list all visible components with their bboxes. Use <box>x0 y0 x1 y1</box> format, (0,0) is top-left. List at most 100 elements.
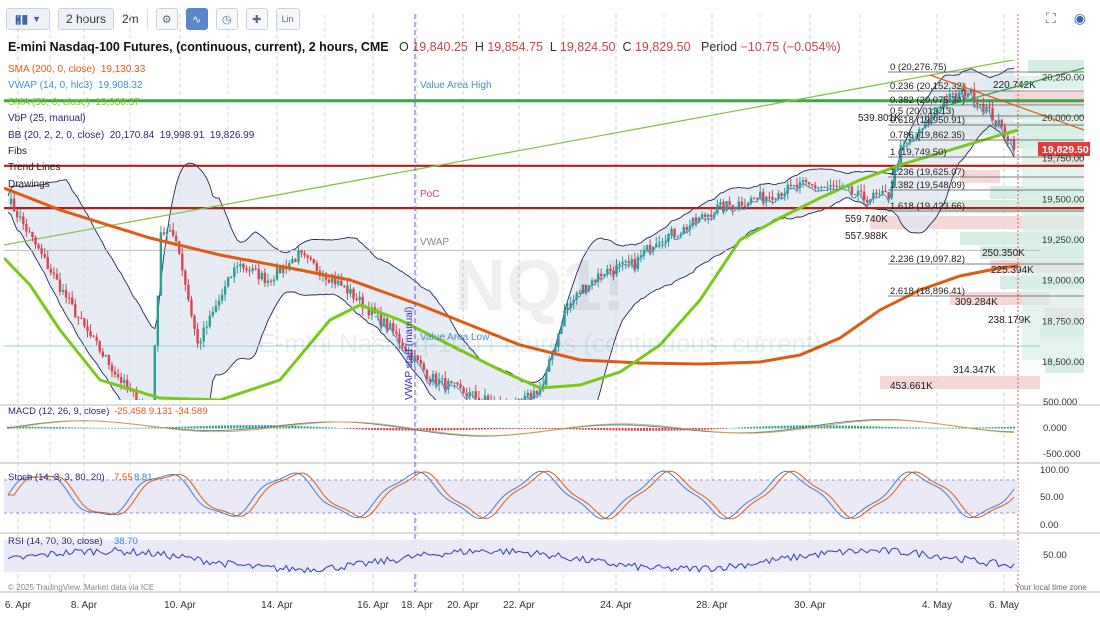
candle-body <box>762 191 765 202</box>
macd-histogram-bar <box>853 425 856 429</box>
legend-item[interactable]: SMA (200, 0, close) 19,130.33 <box>8 62 254 78</box>
legend-item-value: 20,170.84 19,998.91 19,826.99 <box>104 129 255 141</box>
candle-body <box>398 333 401 343</box>
macd-histogram-bar <box>404 428 407 431</box>
legend-item[interactable]: Drawings <box>8 177 254 193</box>
macd-histogram-bar <box>948 427 951 429</box>
candle-body <box>260 272 263 280</box>
macd-histogram-bar <box>86 427 89 429</box>
macd-histogram-bar <box>193 426 196 429</box>
macd-histogram-bar <box>248 425 251 429</box>
low-value: 19,824.50 <box>559 40 616 54</box>
lin-button[interactable]: Lin <box>275 8 300 30</box>
legend-item-name: SMA (200, 0, close) <box>8 64 96 75</box>
macd-histogram-bar <box>716 428 719 430</box>
macd-histogram-bar <box>28 426 31 429</box>
macd-histogram-bar <box>138 427 141 429</box>
interval-select[interactable]: 2 hours <box>58 8 114 30</box>
candle-body <box>199 341 202 344</box>
macd-histogram-bar <box>156 427 159 429</box>
candle-body <box>288 263 291 270</box>
candle-body <box>710 214 713 217</box>
candle-body <box>826 186 829 188</box>
macd-histogram-bar <box>325 427 328 429</box>
interval-short-button[interactable]: 2m <box>122 8 139 30</box>
high-label: H <box>474 40 484 54</box>
candle-body <box>12 198 16 212</box>
candle-body <box>600 273 603 277</box>
candle-body <box>624 261 627 263</box>
candle-body <box>728 200 731 205</box>
macd-histogram-bar <box>713 428 716 430</box>
macd-histogram-bar <box>459 428 462 431</box>
candle-body <box>413 355 416 360</box>
x-tick-label: 14. Apr <box>261 600 293 611</box>
macd-histogram-bar <box>355 428 358 430</box>
macd-histogram-bar <box>973 427 976 429</box>
candle-body <box>765 196 768 202</box>
candle-body <box>294 259 297 262</box>
macd-histogram-bar <box>236 425 239 429</box>
macd-histogram-bar <box>114 427 117 429</box>
gear-icon[interactable]: ⚙ <box>155 8 178 30</box>
macd-histogram-bar <box>43 426 46 429</box>
fib-label: 0.786 (19,862.35) <box>890 130 965 141</box>
indicator-icon[interactable]: ∿ <box>185 8 208 30</box>
macd-histogram-bar <box>395 428 398 431</box>
macd-histogram-bar <box>615 428 618 431</box>
legend-item[interactable]: BB (20, 2, 2, 0, close) 20,170.84 19,998… <box>8 128 254 144</box>
x-tick-label: 4. May <box>922 600 952 611</box>
candle-body <box>743 205 747 207</box>
candle-body <box>263 272 267 283</box>
clock-icon[interactable]: ◷ <box>215 8 238 30</box>
fullscreen-icon[interactable]: ⛶ <box>1045 10 1056 26</box>
macd-histogram-bar <box>288 425 291 429</box>
macd-histogram-bar <box>321 427 324 429</box>
candle-body <box>410 350 413 360</box>
macd-histogram-bar <box>838 425 841 429</box>
candle-body <box>893 168 896 187</box>
candle-body <box>535 391 539 395</box>
macd-histogram-bar <box>104 427 107 429</box>
candle-body <box>523 395 526 400</box>
candle-body <box>80 317 83 319</box>
volume-profile-label: 238.179K <box>988 315 1031 326</box>
legend-item[interactable]: VWAP (14, 0, hlc3) 19,908.32 <box>8 78 254 94</box>
interval-short-label: 2m <box>122 12 139 26</box>
legend-item[interactable]: SMA (50, 0, close) 19,930.37 <box>8 95 254 111</box>
open-label: O <box>399 40 409 54</box>
candle-body <box>1012 139 1016 151</box>
macd-histogram-bar <box>196 426 199 429</box>
candle-body <box>517 399 520 400</box>
macd-histogram-bar <box>661 428 664 431</box>
candle-body <box>514 402 516 412</box>
macd-histogram-bar <box>725 428 728 429</box>
macd-histogram-bar <box>169 427 172 429</box>
candle-body <box>43 254 46 258</box>
stoch-tick-label: 0.00 <box>1040 520 1059 531</box>
macd-histogram-bar <box>954 427 957 429</box>
macd-histogram-bar <box>780 425 783 429</box>
volume-profile-bar <box>1045 360 1084 373</box>
macd-histogram-bar <box>609 428 612 431</box>
legend-item[interactable]: VbP (25, manual) <box>8 111 254 127</box>
macd-histogram-bar <box>303 426 306 429</box>
macd-histogram-bar <box>74 427 77 429</box>
macd-histogram-bar <box>22 426 25 429</box>
candle-body <box>820 186 823 188</box>
macd-histogram-bar <box>643 428 646 431</box>
macd-histogram-bar <box>811 425 814 429</box>
vwap-start-label: VWAP start (manual) <box>404 307 415 400</box>
macd-histogram-bar <box>594 428 597 430</box>
axes: 20,250.00 20,000.00 19,750.00 19,500.00 19,2… <box>5 72 1087 611</box>
macd-histogram-bar <box>520 428 523 429</box>
crosshair-icon[interactable]: ✚ <box>245 8 268 30</box>
macd-histogram-bar <box>490 428 493 430</box>
macd-histogram-bar <box>771 426 774 429</box>
legend-item[interactable]: Trend Lines <box>8 160 254 176</box>
value-area-high-label: Value Area High <box>420 80 492 91</box>
camera-icon[interactable]: ◉ <box>1073 10 1086 26</box>
legend-item[interactable]: Fibs <box>8 144 254 160</box>
macd-histogram-bar <box>373 428 376 430</box>
